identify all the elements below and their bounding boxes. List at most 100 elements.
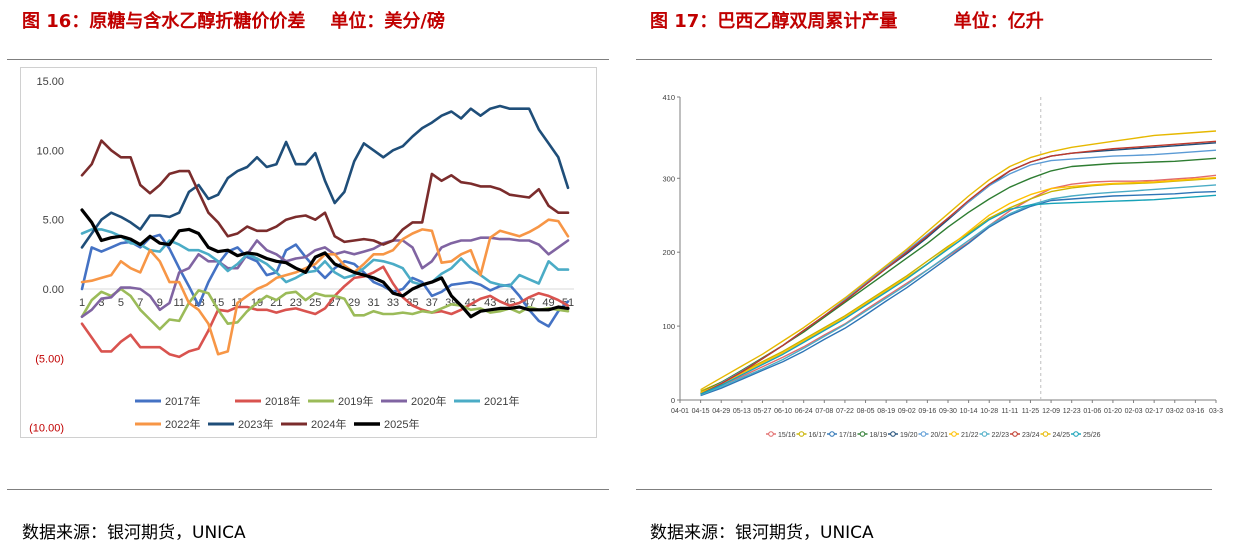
right-bottom-rule [636, 489, 1212, 490]
legend-label: 17/18 [839, 432, 857, 439]
series-line-21/22 [700, 176, 1217, 394]
legend-marker [890, 431, 896, 437]
series-line-2017年 [80, 233, 570, 328]
plot-frame [20, 67, 597, 438]
series-line-17/18 [700, 190, 1217, 397]
x-tick-label: 12-23 [1063, 408, 1081, 415]
series-line-25/26 [700, 194, 1217, 395]
y-tick-label: 300 [662, 174, 675, 183]
x-tick-label: 29 [348, 297, 360, 309]
x-tick-label: 9 [157, 297, 163, 309]
series-line-2023年 [80, 104, 570, 249]
legend-marker [951, 431, 957, 437]
left-source-note: 数据来源：银河期货，UNICA [22, 523, 246, 543]
x-tick-label: 12-09 [1042, 408, 1060, 415]
legend-label: 2021年 [484, 394, 519, 408]
series-line-2025年 [80, 208, 570, 319]
x-tick-label: 02-03 [1125, 408, 1143, 415]
x-tick-label: 08-19 [877, 408, 895, 415]
x-tick-label: 11 [173, 297, 184, 309]
legend-marker [768, 431, 774, 437]
x-tick-label: 03-16 [1186, 408, 1204, 415]
legend-label: 2017年 [165, 394, 200, 408]
x-tick-label: 04-29 [712, 408, 730, 415]
y-tick-label: 15.00 [36, 76, 64, 88]
legend-label: 2020年 [411, 394, 446, 408]
legend-marker [1012, 431, 1018, 437]
right-chart: 0 100 200 300 410 04-01 04-15 04-29 05-13 05-27 06… [638, 67, 1228, 451]
x-tick-label: 25 [309, 297, 321, 309]
legend-label: 23/24 [1022, 432, 1040, 439]
series-line-2018年 [80, 265, 570, 359]
series-line-24/25 [700, 130, 1217, 391]
x-tick-label: 04-15 [692, 408, 710, 415]
y-tick-label: (5.00) [35, 353, 64, 365]
series-line-22/23 [700, 184, 1217, 396]
series-line-2024年 [80, 139, 570, 246]
x-tick-label: 09-02 [898, 408, 916, 415]
series-line-23/24 [700, 140, 1217, 395]
y-tick-label: 5.00 [43, 215, 64, 227]
legend-label: 2022年 [165, 417, 200, 431]
legend-label: 20/21 [931, 432, 949, 439]
series-line-2021年 [80, 228, 570, 288]
legend-marker [1073, 431, 1079, 437]
y-tick-label: (10.00) [29, 423, 64, 435]
legend-marker [829, 431, 835, 437]
right-figure-title: 图 17：巴西乙醇双周累计产量 单位：亿升 [650, 11, 1044, 32]
legend-label: 15/16 [778, 432, 796, 439]
x-tick-label: 05-27 [754, 408, 772, 415]
legend-label: 19/20 [900, 432, 918, 439]
x-tick-label: 43 [484, 297, 496, 309]
x-tick-label: 5 [118, 297, 124, 309]
legend-label: 16/17 [809, 432, 827, 439]
y-tick-label: 10.00 [36, 145, 64, 157]
legend-label: 25/26 [1083, 432, 1101, 439]
left-chart: 15.00 10.00 5.00 0.00 (5.00) (10.00) 1 3 5 7 9 11 13… [20, 67, 597, 443]
x-tick-label: 07-22 [836, 408, 854, 415]
legend-label: 22/23 [992, 432, 1010, 439]
x-tick-label: 33 [387, 297, 399, 309]
legend-label: 2018年 [265, 394, 300, 408]
left-figure-title: 图 16：原糖与含水乙醇折糖价价差 单位：美分/磅 [22, 11, 445, 32]
x-tick-label: 23 [290, 297, 302, 309]
x-tick-label: 06-10 [774, 408, 792, 415]
x-tick-label: 01-06 [1083, 408, 1101, 415]
legend-label: 21/22 [961, 432, 979, 439]
legend-marker [981, 431, 988, 437]
legend-marker [859, 431, 866, 437]
x-tick-label: 09-16 [918, 408, 936, 415]
x-tick-label: 05-13 [733, 408, 751, 415]
x-tick-label: 10-14 [960, 408, 978, 415]
legend-marker [798, 431, 805, 437]
x-tick-label: 06-24 [795, 408, 813, 415]
x-tick-label: 11-25 [1022, 408, 1039, 415]
right-title-rule [636, 59, 1212, 60]
x-tick-label: 11-11 [1001, 408, 1018, 415]
y-tick-label: 100 [662, 322, 675, 331]
x-tick-label: 31 [367, 297, 379, 309]
y-tick-label: 0.00 [43, 284, 64, 296]
x-tick-label: 1 [79, 297, 85, 309]
series-line-2020年 [80, 236, 570, 318]
x-tick-label: 3 [98, 297, 104, 309]
legend-label: 18/19 [870, 432, 888, 439]
legend-marker [920, 431, 927, 437]
legend-label: 2023年 [238, 417, 273, 431]
right-source-note: 数据来源：银河期货，UNICA [650, 523, 874, 543]
legend-marker [1042, 431, 1049, 437]
legend-label: 24/25 [1053, 432, 1071, 439]
x-tick-label: 04-01 [671, 408, 689, 415]
x-tick-label: 09-30 [939, 408, 957, 415]
y-tick-label: 410 [662, 93, 675, 102]
x-tick-label: 03-3 [1209, 408, 1223, 415]
series-line-15/16 [700, 174, 1217, 394]
x-tick-label: 03-02 [1166, 408, 1184, 415]
x-tick-label: 37 [426, 297, 438, 309]
y-tick-label: 0 [671, 396, 675, 405]
legend-label: 2019年 [338, 394, 373, 408]
x-tick-label: 7 [137, 297, 143, 309]
x-tick-label: 49 [542, 297, 554, 309]
